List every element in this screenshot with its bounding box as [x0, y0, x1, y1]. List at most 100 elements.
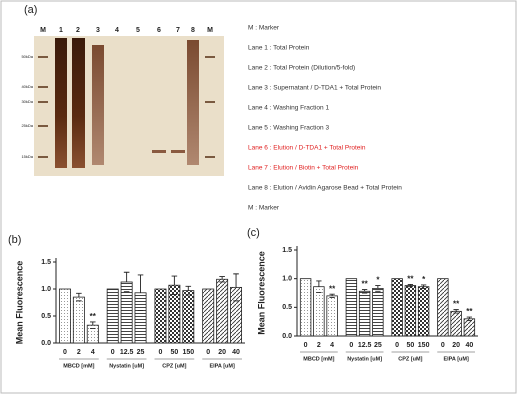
x-tick-label: 4 — [91, 349, 95, 356]
error-bar — [329, 293, 335, 299]
y-tick-label: 0.0 — [282, 333, 292, 340]
legend-entry: Lane 7 : Elution / Biotin + Total Protei… — [248, 165, 359, 172]
x-tick-label: 20 — [452, 342, 460, 349]
group-label: Nystatin [uM] — [347, 356, 382, 362]
bar — [120, 281, 133, 344]
significance: ** — [453, 300, 460, 309]
error-bar — [90, 321, 96, 329]
x-tick-label: 50 — [406, 342, 414, 349]
bar — [358, 290, 371, 337]
legend-entry: M : Marker — [248, 205, 280, 212]
bar — [391, 278, 403, 337]
x-tick-label: 150 — [182, 349, 194, 356]
group-label: EIPA [uM] — [443, 356, 469, 362]
error-bar — [361, 289, 368, 294]
y-tick-label: 1.0 — [282, 276, 292, 283]
size-marker: 30kDa — [21, 99, 33, 104]
x-tick-label: 150 — [418, 342, 430, 349]
significance: ** — [466, 307, 473, 316]
legend-entry: Lane 1 : Total Protein — [248, 45, 310, 52]
bar — [230, 286, 243, 344]
bar — [404, 285, 417, 337]
x-tick-label: 50 — [170, 349, 178, 356]
x-tick-label: 40 — [232, 349, 240, 356]
bar — [299, 278, 312, 337]
significance: * — [422, 275, 426, 284]
bar — [450, 310, 462, 337]
group-label: CPZ [uM] — [398, 356, 422, 362]
group-label: MBCD [mM] — [303, 356, 334, 362]
size-marker: 15kDa — [21, 154, 33, 159]
error-bar — [407, 283, 414, 288]
bar — [216, 278, 229, 344]
bar — [72, 296, 85, 344]
panel-label: (a) — [24, 4, 37, 16]
y-tick-label: 0.0 — [41, 340, 51, 347]
legend-entry: Lane 8 : Elution / Avidin Agarose Bead +… — [248, 185, 402, 192]
x-tick-label: 12.5 — [120, 349, 134, 356]
significance: ** — [407, 275, 414, 284]
error-bar — [316, 280, 322, 293]
error-bar — [375, 285, 381, 292]
significance: ** — [90, 312, 97, 321]
x-tick-label: 2 — [77, 349, 81, 356]
error-bar — [171, 275, 178, 295]
error-bar — [453, 309, 459, 314]
significance: * — [376, 276, 380, 285]
x-tick-label: 0 — [441, 342, 445, 349]
lane-label: M — [40, 27, 46, 34]
legend-entry: Lane 5 : Washing Fraction 3 — [248, 125, 329, 132]
y-axis-label: Mean Fluorescence — [14, 261, 24, 345]
legend-entry: Lane 6 : Elution / D-TDA1 + Total Protei… — [248, 145, 366, 152]
legend-entry: M : Marker — [248, 25, 280, 32]
panel-label: (c) — [247, 227, 260, 239]
x-tick-label: 12.5 — [358, 342, 372, 349]
bar — [345, 278, 358, 337]
x-tick-label: 4 — [330, 342, 334, 349]
bar — [313, 286, 325, 337]
y-tick-label: 1.0 — [41, 286, 51, 293]
error-bar — [466, 316, 473, 321]
lane-label: 4 — [115, 27, 119, 34]
x-tick-label: 0 — [111, 349, 115, 356]
bar — [134, 292, 147, 344]
x-tick-label: 0 — [395, 342, 399, 349]
bar — [326, 295, 338, 337]
bar — [182, 290, 195, 344]
legend-entry: Lane 4 : Washing Fraction 1 — [248, 105, 329, 112]
bar — [372, 288, 384, 337]
error-bar — [233, 273, 239, 302]
bar — [168, 284, 181, 344]
x-tick-label: 0 — [349, 342, 353, 349]
x-tick-label: 0 — [304, 342, 308, 349]
error-bar — [219, 276, 225, 283]
x-tick-label: 20 — [218, 349, 226, 356]
bar — [202, 288, 215, 344]
error-bar — [76, 292, 82, 302]
x-tick-label: 40 — [465, 342, 473, 349]
error-bar — [123, 271, 130, 293]
y-tick-label: 0.5 — [41, 313, 51, 320]
lane-label: 7 — [176, 27, 180, 34]
bar — [154, 288, 167, 344]
group-label: MBCD [mM] — [63, 363, 94, 369]
y-tick-label: 0.5 — [282, 304, 292, 311]
size-marker: 50kDa — [21, 54, 33, 59]
group-label: CPZ [uM] — [162, 363, 186, 369]
gel-image — [34, 36, 224, 176]
lane-label: 2 — [76, 27, 80, 34]
legend-entry: Lane 3 : Supernatant / D-TDA1 + Total Pr… — [248, 85, 381, 92]
y-tick-label: 1.5 — [41, 259, 51, 266]
size-marker: 25kDa — [21, 123, 33, 128]
bar — [463, 318, 476, 337]
significance: ** — [362, 280, 369, 289]
x-tick-label: 2 — [317, 342, 321, 349]
lane-label: 8 — [191, 27, 195, 34]
lane-label: 6 — [157, 27, 161, 34]
x-tick-label: 0 — [63, 349, 67, 356]
error-bar — [420, 284, 427, 289]
x-tick-label: 0 — [159, 349, 163, 356]
legend-entry: Lane 2 : Total Protein (Dilution/5-fold) — [248, 65, 355, 72]
